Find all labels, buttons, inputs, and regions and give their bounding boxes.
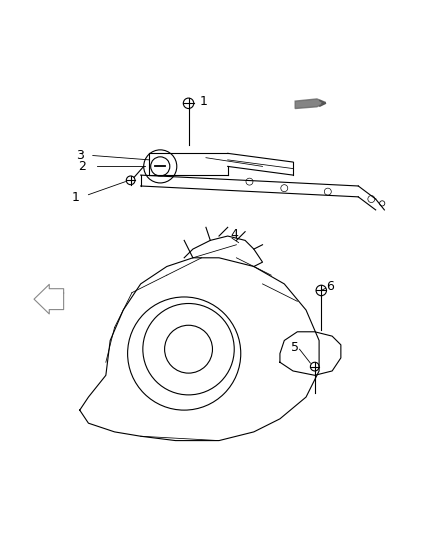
Polygon shape: [295, 99, 325, 109]
Text: 2: 2: [78, 160, 86, 173]
Text: 3: 3: [76, 149, 84, 162]
Text: 5: 5: [291, 341, 299, 353]
Text: 1: 1: [199, 95, 207, 108]
Text: 1: 1: [71, 191, 79, 204]
Text: 4: 4: [230, 228, 238, 241]
Text: 6: 6: [326, 280, 334, 293]
